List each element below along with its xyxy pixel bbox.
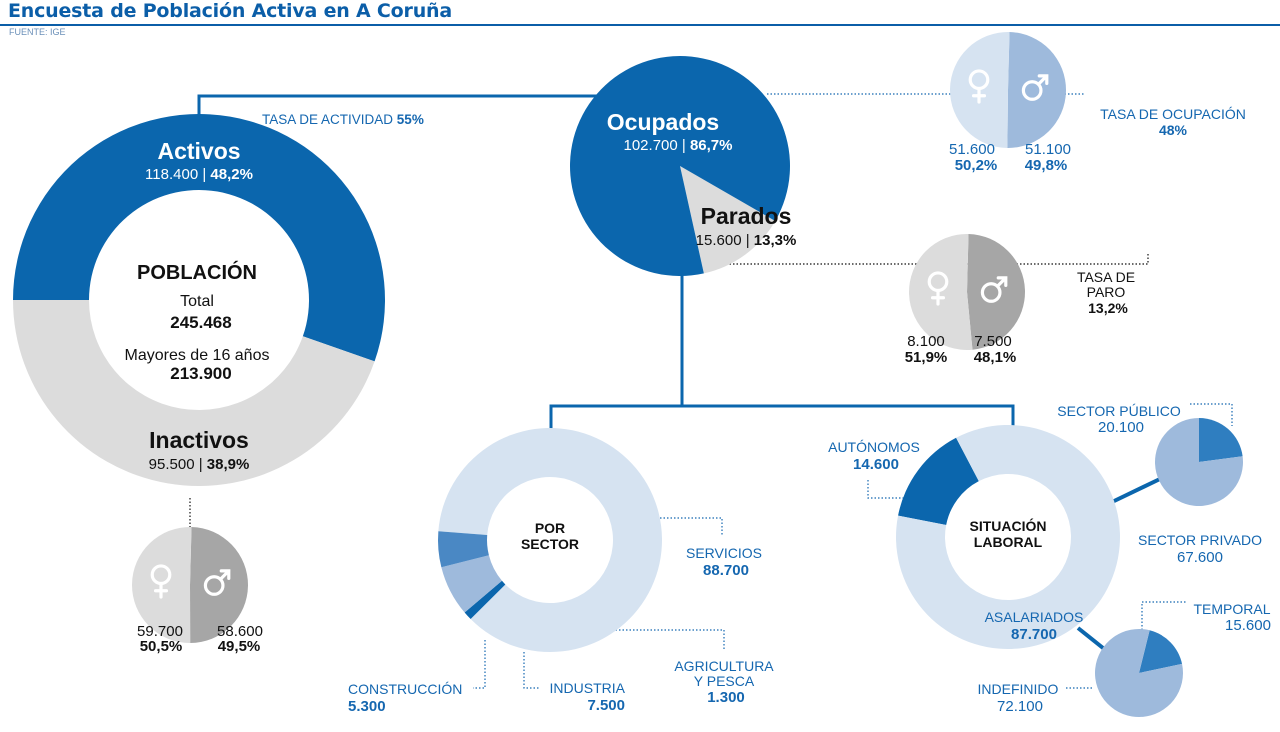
value-industria: 7.500 xyxy=(587,697,625,714)
label-industria: INDUSTRIA xyxy=(550,680,626,696)
value-activos: 118.400 | 48,2% xyxy=(145,166,253,183)
label-ocupados: Ocupados xyxy=(607,109,719,135)
value-asalariados: 87.700 xyxy=(1011,626,1057,643)
slice-asalariados xyxy=(896,425,1120,649)
value-servicios: 88.700 xyxy=(703,562,749,579)
label-total: Total xyxy=(180,293,214,310)
label-agricultura-1: AGRICULTURA xyxy=(674,658,774,674)
pct-mujeres-inactivas: 50,5% xyxy=(140,638,183,655)
annotation-tasa-paro-value: 13,2% xyxy=(1088,300,1128,316)
value-indefinido: 72.100 xyxy=(997,698,1043,715)
annotation-tasa-ocupacion: TASA DE OCUPACIÓN xyxy=(1100,106,1246,122)
center-sector: SECTOR xyxy=(521,536,579,552)
center-por: POR xyxy=(535,520,565,536)
slice-industria xyxy=(441,555,502,613)
slice-autonomos xyxy=(898,437,979,525)
slice-hombres-parados xyxy=(967,234,1026,350)
leader-agricultura xyxy=(570,629,725,650)
value-mujeres-paradas: 8.100 xyxy=(907,333,945,350)
slice-temporal xyxy=(1139,630,1183,673)
slice-parados xyxy=(680,166,776,274)
leader-sector-publico xyxy=(1190,403,1233,426)
pct-mujeres-paradas: 51,9% xyxy=(905,349,948,366)
annotation-tasa-paro-1: TASA DE xyxy=(1077,269,1135,285)
slice-construccion xyxy=(438,531,489,568)
value-temporal: 15.600 xyxy=(1225,617,1271,634)
connector-branch xyxy=(549,404,1015,432)
value-agricultura: 1.300 xyxy=(707,689,745,706)
label-inactivos: Inactivos xyxy=(149,427,249,453)
value-ocupados: 102.700 | 86,7% xyxy=(624,137,733,154)
value-sector-privado: 67.600 xyxy=(1177,549,1223,566)
slice-inactivos xyxy=(13,300,375,486)
label-asalariados: ASALARIADOS xyxy=(985,609,1084,625)
slice-hombres-ocupados xyxy=(1007,32,1066,149)
female-symbol-icon xyxy=(150,564,172,599)
value-mujeres-ocupadas: 51.600 xyxy=(949,141,995,158)
slice-agricultura xyxy=(464,580,506,620)
value-hombres-inactivos: 58.600 xyxy=(217,623,263,640)
annotation-tasa-actividad: TASA DE ACTIVIDAD 55% xyxy=(262,112,424,127)
center-situacion: SITUACIÓN xyxy=(970,517,1047,534)
label-autonomos: AUTÓNOMOS xyxy=(828,439,920,455)
value-inactivos: 95.500 | 38,9% xyxy=(149,456,250,473)
slice-activos xyxy=(13,114,385,362)
female-symbol-icon xyxy=(927,271,949,306)
label-construccion: CONSTRUCCIÓN xyxy=(348,681,462,697)
center-laboral: LABORAL xyxy=(974,534,1043,550)
value-mujeres-inactivas: 59.700 xyxy=(137,623,183,640)
pct-mujeres-ocupadas: 50,2% xyxy=(955,157,998,174)
chart-title: Encuesta de Población Activa en A Coruña xyxy=(8,0,452,22)
source-note: FUENTE: IGE xyxy=(9,27,66,37)
label-servicios: SERVICIOS xyxy=(686,545,762,561)
annotation-tasa-ocupacion-value: 48% xyxy=(1159,122,1188,138)
value-hombres-ocupados: 51.100 xyxy=(1025,141,1071,158)
value-hombres-parados: 7.500 xyxy=(974,333,1012,350)
value-total: 245.468 xyxy=(170,313,231,332)
slice-mujeres-parados xyxy=(909,234,973,350)
slice-sector-publico xyxy=(1199,418,1243,462)
pct-hombres-ocupados: 49,8% xyxy=(1025,157,1068,174)
label-temporal: TEMPORAL xyxy=(1193,601,1270,617)
label-indefinido: INDEFINIDO xyxy=(978,681,1059,697)
pct-hombres-inactivos: 49,5% xyxy=(218,638,261,655)
annotation-tasa-paro-2: PARO xyxy=(1087,284,1126,300)
label-sector-privado: SECTOR PRIVADO xyxy=(1138,532,1262,548)
slice-servicios xyxy=(438,428,662,652)
leader-construccion xyxy=(473,640,486,689)
connector-situacion-publico xyxy=(1109,476,1163,505)
slice-indefinido xyxy=(1095,629,1184,718)
slice-sector-privado xyxy=(1155,418,1243,506)
female-symbol-icon xyxy=(968,69,990,104)
value-construccion: 5.300 xyxy=(348,698,386,715)
value-mayores: 213.900 xyxy=(170,364,231,383)
slice-ocupados xyxy=(570,55,790,277)
value-sector-publico: 20.100 xyxy=(1098,419,1144,436)
leader-servicios xyxy=(660,517,723,536)
leader-temporal xyxy=(1141,601,1186,630)
title-rule xyxy=(0,24,1280,26)
male-symbol-icon xyxy=(203,569,231,596)
label-parados: Parados xyxy=(701,203,792,229)
pct-hombres-parados: 48,1% xyxy=(974,349,1017,366)
male-symbol-icon xyxy=(1021,74,1049,101)
label-mayores: Mayores de 16 años xyxy=(125,347,270,364)
label-agricultura-2: Y PESCA xyxy=(694,673,755,689)
leader-industria xyxy=(523,652,540,689)
male-symbol-icon xyxy=(980,276,1008,303)
label-sector-publico: SECTOR PÚBLICO xyxy=(1057,403,1181,419)
label-activos: Activos xyxy=(157,138,240,164)
value-parados: 15.600 | 13,3% xyxy=(696,232,797,249)
slice-hombres-inactivos xyxy=(190,527,249,643)
leader-autonomos xyxy=(867,480,912,499)
value-autonomos: 14.600 xyxy=(853,456,899,473)
center-title-poblacion: POBLACIÓN xyxy=(137,260,257,284)
